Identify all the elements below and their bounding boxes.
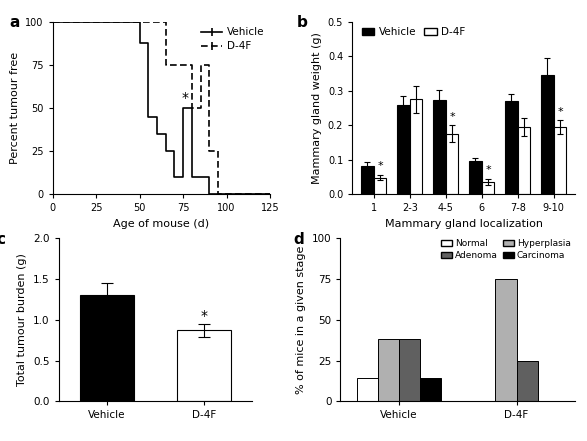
Bar — [446, 134, 458, 194]
Bar — [410, 99, 423, 194]
Legend: Normal, Adenoma, Hyperplasia, Carcinoma: Normal, Adenoma, Hyperplasia, Carcinoma — [441, 239, 571, 260]
Bar — [505, 101, 518, 194]
Bar — [518, 127, 530, 194]
Bar — [482, 182, 494, 194]
Y-axis label: Total tumour burden (g): Total tumour burden (g) — [18, 253, 28, 386]
Text: *: * — [557, 107, 563, 116]
Bar — [399, 339, 420, 401]
X-axis label: Age of mouse (d): Age of mouse (d) — [113, 219, 210, 228]
Bar — [357, 378, 378, 401]
Text: *: * — [181, 90, 188, 105]
Text: a: a — [9, 15, 20, 30]
X-axis label: Mammary gland localization: Mammary gland localization — [384, 219, 543, 228]
Text: *: * — [485, 165, 491, 175]
Y-axis label: Mammary gland weight (g): Mammary gland weight (g) — [312, 32, 322, 184]
Legend: Vehicle, D-4F: Vehicle, D-4F — [362, 27, 465, 37]
Y-axis label: Percent tumour free: Percent tumour free — [10, 52, 20, 164]
Bar — [433, 101, 446, 194]
Bar — [420, 378, 441, 401]
Bar — [361, 166, 374, 194]
Text: *: * — [201, 309, 207, 323]
Bar — [554, 127, 566, 194]
Bar — [397, 105, 410, 194]
Bar — [80, 295, 134, 401]
Bar — [517, 361, 538, 401]
Bar — [495, 279, 517, 401]
Bar — [378, 339, 399, 401]
Text: *: * — [449, 112, 455, 122]
Text: b: b — [296, 15, 308, 30]
Bar — [177, 330, 231, 401]
Text: d: d — [294, 232, 304, 247]
Legend: Vehicle, D-4F: Vehicle, D-4F — [201, 27, 265, 52]
Bar — [374, 178, 386, 194]
Text: c: c — [0, 232, 6, 247]
Y-axis label: % of mice in a given stage: % of mice in a given stage — [296, 246, 306, 394]
Bar — [469, 161, 482, 194]
Bar — [541, 75, 554, 194]
Text: *: * — [377, 161, 383, 172]
